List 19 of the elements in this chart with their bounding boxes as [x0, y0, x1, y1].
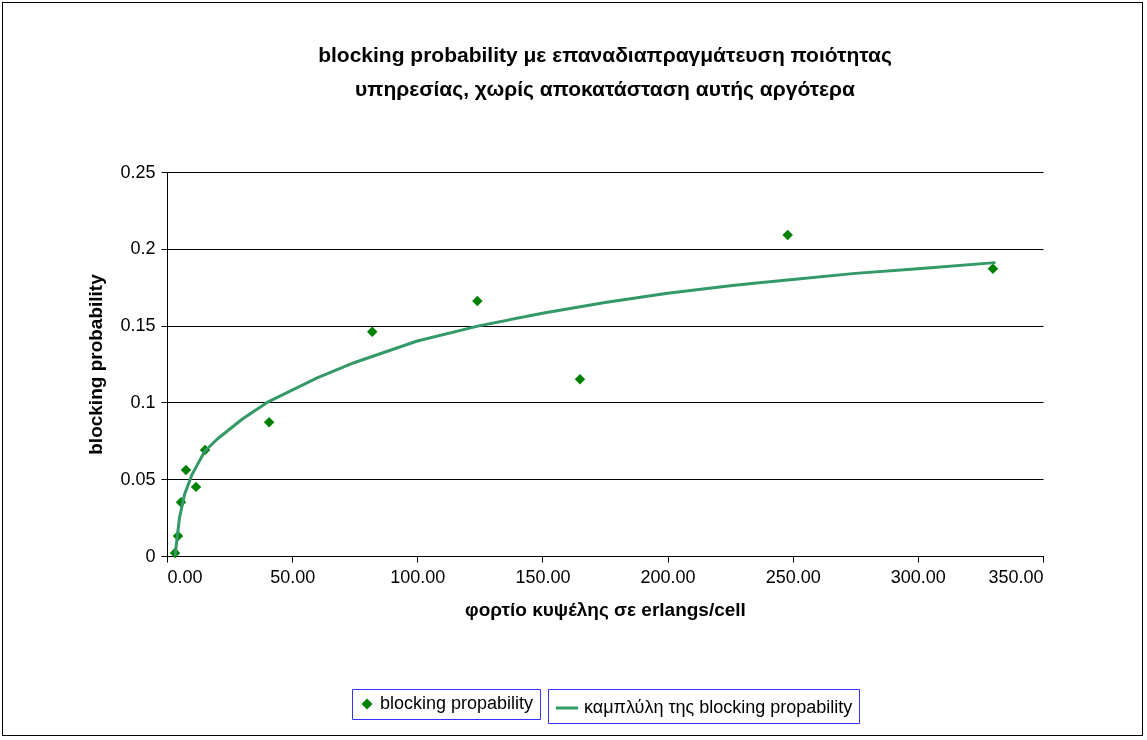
x-tick-label: 100.00: [390, 566, 446, 587]
x-tick-label: 50.00: [270, 566, 316, 587]
x-tick-label: 250.00: [765, 566, 821, 587]
y-tick-label: 0.15: [120, 315, 156, 336]
x-tick-label: 300.00: [890, 566, 946, 587]
x-tick-label: 200.00: [640, 566, 696, 587]
legend-label: blocking propability: [380, 693, 534, 713]
x-axis-title: φορτίο κυψέλης σε erlangs/cell: [465, 598, 746, 620]
legend-label: καμπλύλη της blocking propability: [584, 697, 853, 717]
chart-title: blocking probability με επαναδιαπραγμάτευση ποιότητας υπηρεσίας, χωρίς αποκατάσταση αυτής αργότερα: [318, 43, 892, 101]
y-tick-label: 0.2: [130, 238, 156, 259]
y-tick-label: 0: [145, 545, 156, 566]
x-tick-label: 0.00: [167, 566, 203, 587]
y-axis-title: blocking probability: [85, 273, 107, 455]
y-tick-label: 0.05: [120, 468, 156, 489]
y-tick-label: 0.1: [130, 391, 156, 412]
x-tick-label: 350.00: [988, 566, 1044, 587]
x-tick-label: 150.00: [515, 566, 571, 587]
y-tick-label: 0.25: [120, 161, 156, 182]
